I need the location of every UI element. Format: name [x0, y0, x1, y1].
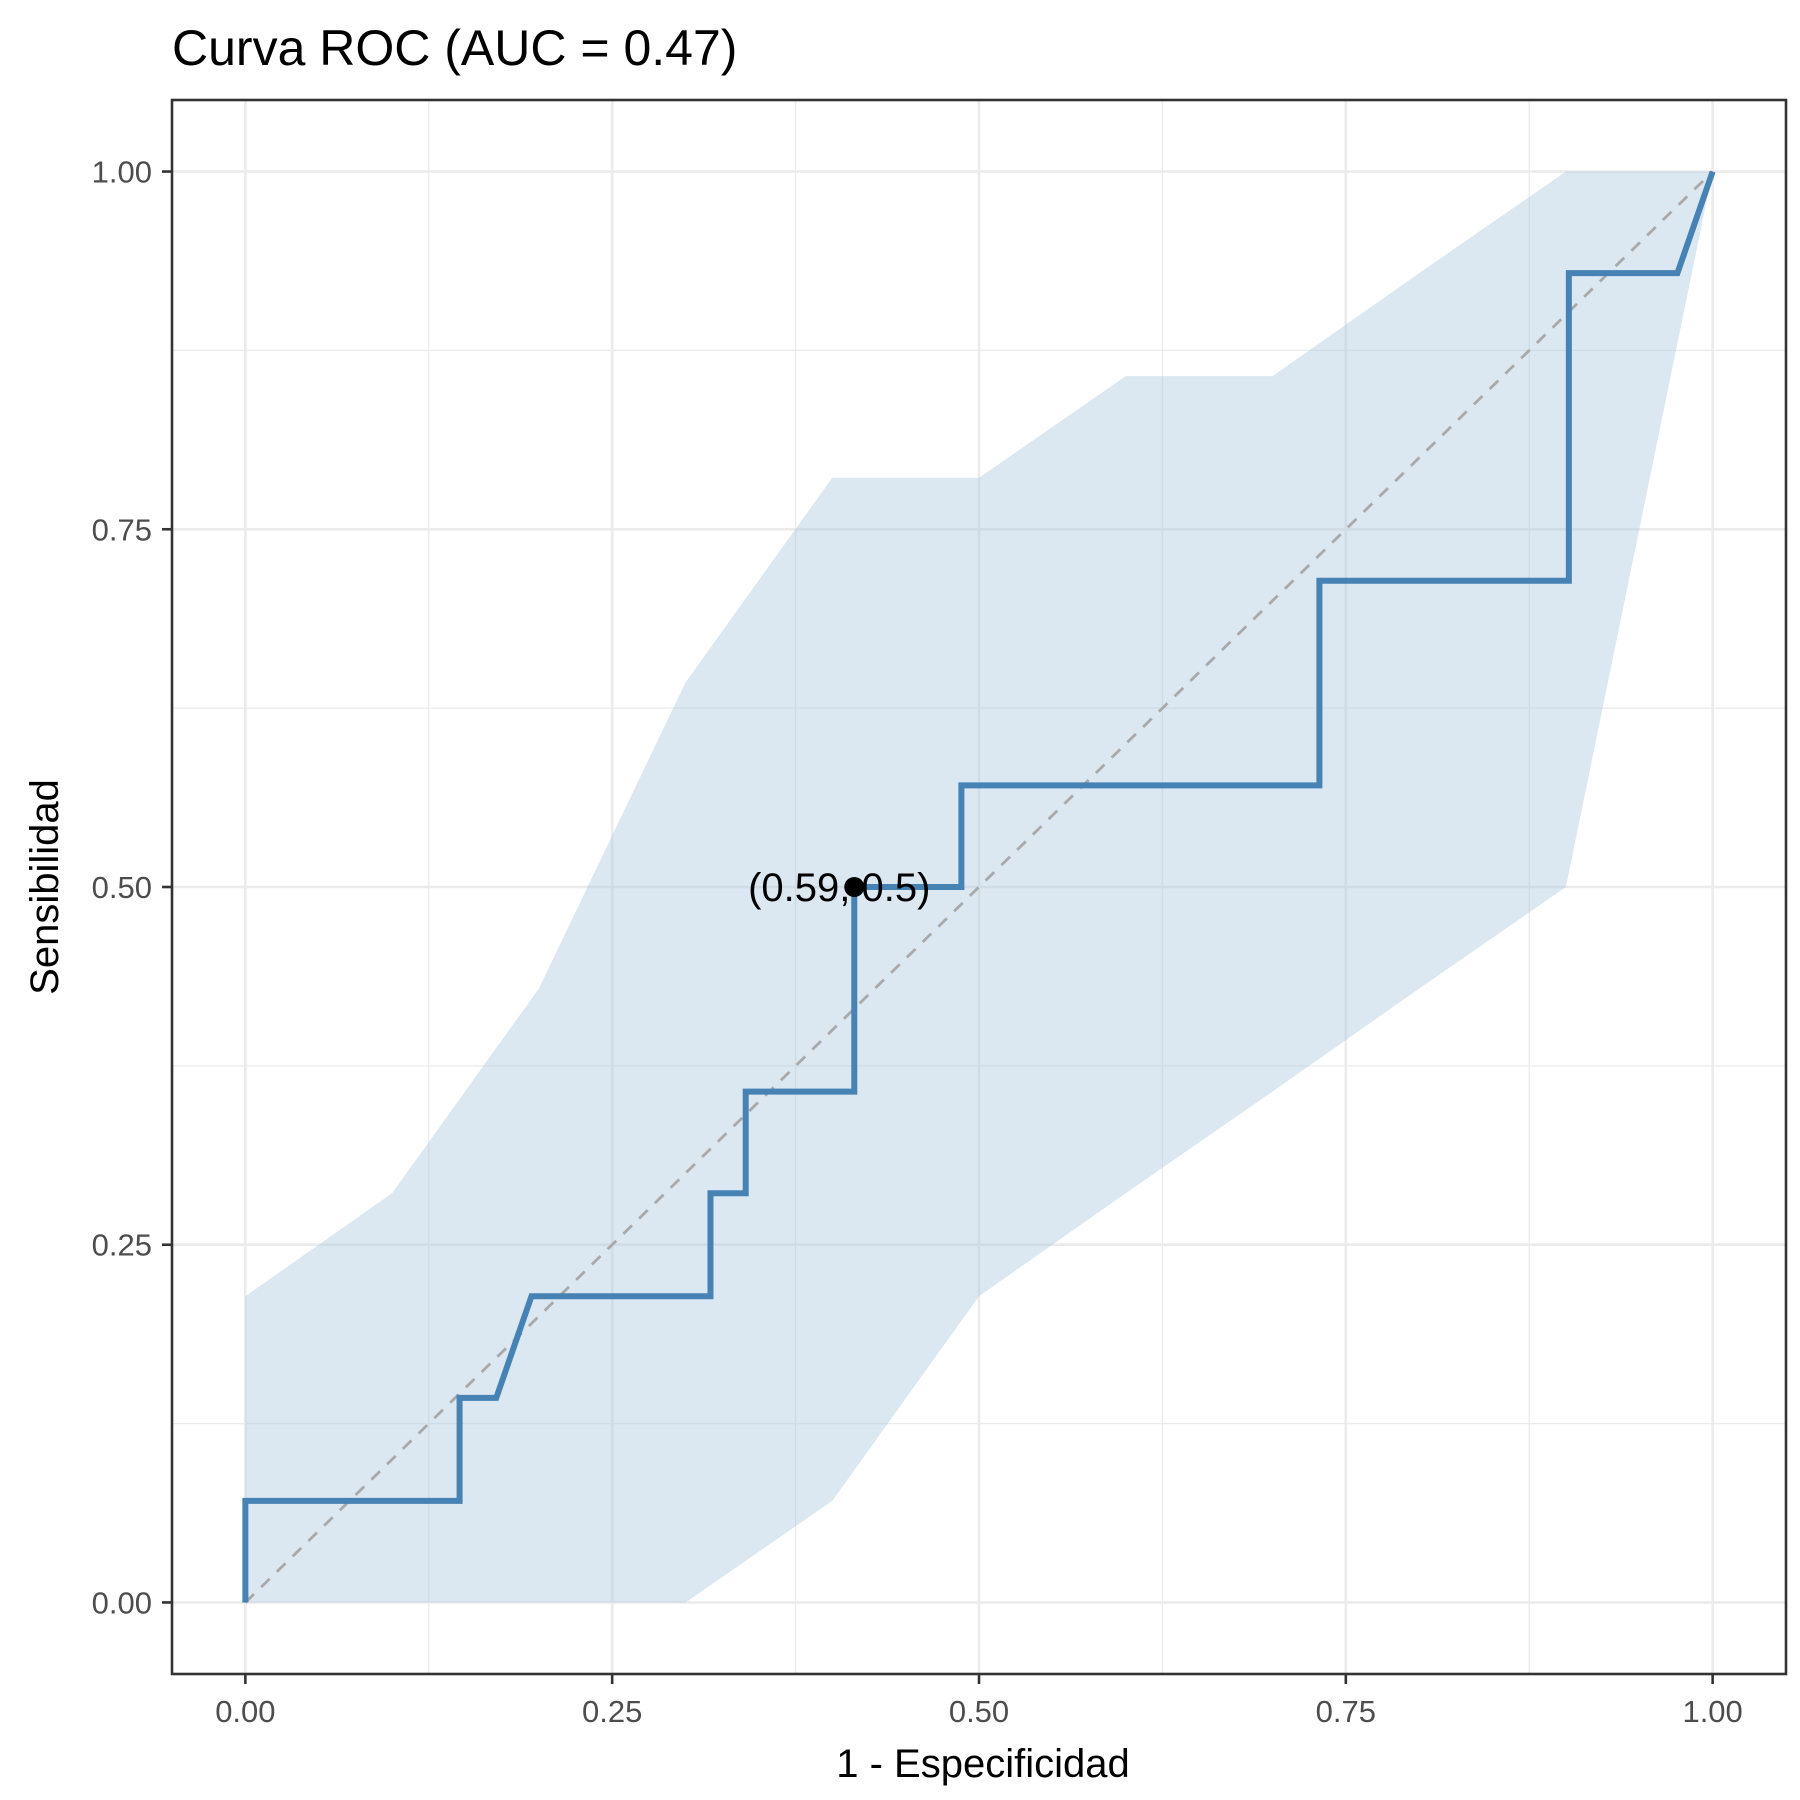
y-tick-label: 0.75	[92, 512, 152, 547]
roc-curve-line	[242, 170, 1716, 1603]
y-axis-title: Sensibilidad	[23, 779, 67, 995]
y-tick-label: 0.25	[92, 1228, 152, 1263]
reference-diagonal	[244, 170, 1714, 1604]
y-tick-label: 0.00	[92, 1585, 152, 1620]
optimal-point-label: (0.59, 0.5)	[748, 866, 930, 910]
plot-panel: (0.59, 0.5) 0.00 0.25 0.50 0.75 1.00 0.00 0.25 0…	[92, 98, 1788, 1729]
x-tick-label: 1.00	[1682, 1694, 1742, 1729]
optimal-point	[844, 877, 865, 897]
x-axis-title: 1 - Especificidad	[836, 1742, 1129, 1786]
y-tick-label: 0.50	[92, 870, 152, 905]
y-tick-label: 1.00	[92, 155, 152, 190]
x-tick-label: 0.75	[1316, 1694, 1376, 1729]
chart-title: Curva ROC (AUC = 0.47)	[172, 20, 737, 76]
x-tick-label: 0.25	[582, 1694, 642, 1729]
x-tick-label: 0.50	[949, 1694, 1009, 1729]
x-tick-label: 0.00	[215, 1694, 275, 1729]
